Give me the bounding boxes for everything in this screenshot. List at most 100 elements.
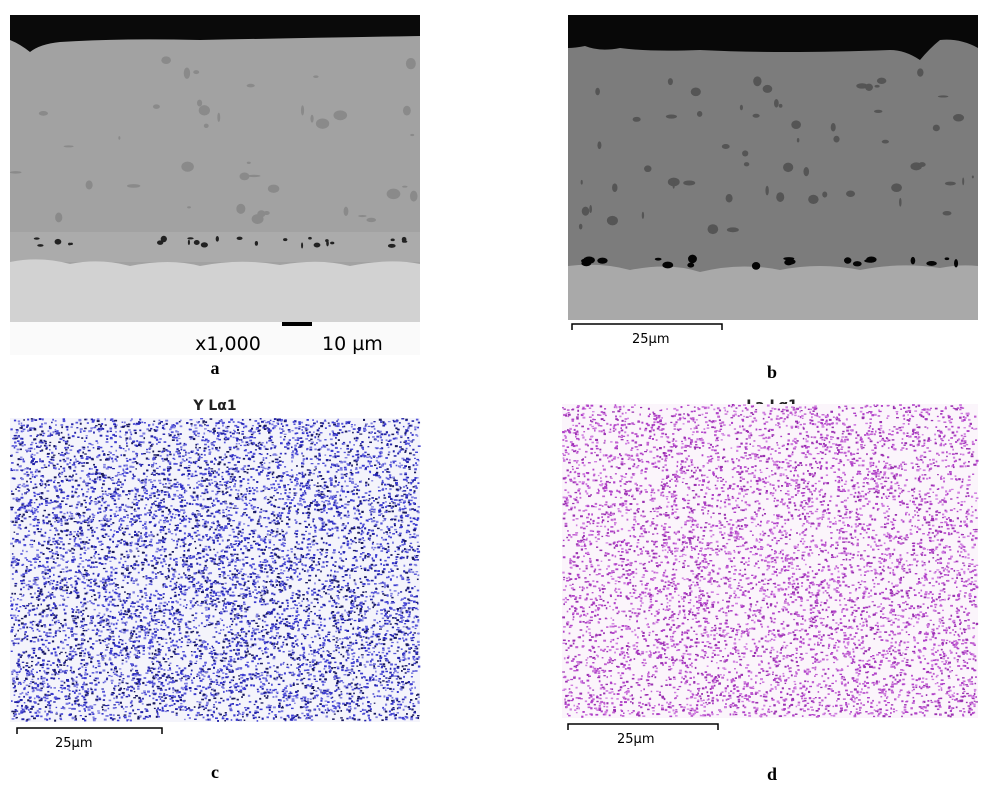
map-dot <box>58 474 60 476</box>
map-dot <box>138 640 140 642</box>
map-dot <box>110 529 112 530</box>
map-dot <box>262 599 265 601</box>
map-dot <box>357 527 360 529</box>
map-dot <box>123 470 125 472</box>
map-dot <box>299 619 302 621</box>
map-dot <box>376 643 378 645</box>
map-dot <box>48 711 50 713</box>
map-dot <box>260 598 262 600</box>
map-dot <box>140 612 142 614</box>
map-dot <box>249 573 252 575</box>
map-dot <box>335 437 337 439</box>
map-dot <box>257 706 259 708</box>
map-dot <box>43 578 45 580</box>
map-dot <box>332 497 335 499</box>
map-dot <box>60 466 62 467</box>
map-dot <box>361 647 363 649</box>
map-dot <box>368 500 370 501</box>
map-dot <box>310 699 312 700</box>
map-dot <box>55 448 57 450</box>
map-dot <box>153 454 155 455</box>
map-dot <box>350 708 352 710</box>
map-dot <box>263 615 266 617</box>
map-dot <box>380 559 382 561</box>
map-dot <box>19 628 21 629</box>
map-dot <box>384 497 387 498</box>
map-dot <box>28 584 30 585</box>
map-dot <box>139 419 141 421</box>
map-dot <box>386 444 388 446</box>
map-dot <box>297 548 300 549</box>
map-dot <box>123 465 125 467</box>
map-dot <box>407 516 409 517</box>
map-dot <box>72 586 74 587</box>
map-dot <box>262 586 264 587</box>
map-dot <box>159 693 162 695</box>
map-dot <box>36 525 39 527</box>
map-dot <box>311 442 314 444</box>
map-dot <box>139 715 142 717</box>
map-dot <box>286 471 289 472</box>
map-dot <box>138 531 140 532</box>
pore <box>313 75 318 78</box>
map-dot <box>134 613 137 614</box>
map-dot <box>126 569 129 571</box>
map-dot <box>397 647 399 649</box>
map-dot <box>389 503 391 504</box>
map-dot <box>119 466 122 468</box>
map-dot <box>144 592 147 594</box>
map-dot <box>379 678 381 680</box>
map-dot <box>213 445 215 447</box>
map-dot <box>108 675 110 676</box>
map-dot <box>408 582 411 583</box>
map-dot <box>383 568 385 570</box>
map-dot <box>249 487 251 489</box>
map-dot <box>97 575 99 577</box>
pore <box>193 70 199 74</box>
pore <box>844 257 851 263</box>
map-dot <box>362 524 364 526</box>
map-dot <box>130 545 133 547</box>
map-dot <box>298 614 300 615</box>
map-dot <box>318 459 321 461</box>
map-dot <box>18 684 20 685</box>
map-dot <box>340 461 343 463</box>
map-dot <box>82 452 84 454</box>
map-dot <box>155 657 157 659</box>
map-dot <box>213 433 215 435</box>
pore <box>833 136 839 143</box>
map-dot <box>309 449 312 451</box>
map-dot <box>273 514 275 516</box>
map-dot <box>188 465 191 466</box>
pore <box>406 58 416 69</box>
map-dot <box>90 427 92 429</box>
map-dot <box>122 490 124 492</box>
map-dot <box>162 425 164 426</box>
map-dot <box>87 565 90 567</box>
map-dot <box>296 483 299 485</box>
map-dot <box>263 510 266 512</box>
pore <box>10 171 22 173</box>
map-dot <box>228 510 230 511</box>
map-dot <box>279 515 282 517</box>
map-dot <box>161 696 163 697</box>
map-dot <box>321 698 324 699</box>
map-dot <box>160 455 162 457</box>
map-dot <box>245 547 248 549</box>
map-dot <box>394 714 396 716</box>
map-dot <box>236 432 238 433</box>
map-dot <box>240 690 243 692</box>
map-dot <box>251 505 253 507</box>
map-dot <box>307 698 310 699</box>
map-dot <box>106 441 109 442</box>
map-dot <box>156 491 158 492</box>
map-dot <box>270 436 273 438</box>
map-dot <box>237 577 240 578</box>
map-dot <box>382 515 384 517</box>
map-dot <box>30 505 32 507</box>
map-dot <box>199 605 202 606</box>
map-dot <box>272 442 274 443</box>
map-dot <box>336 420 338 422</box>
map-dot <box>314 663 317 665</box>
map-dot <box>217 720 219 722</box>
